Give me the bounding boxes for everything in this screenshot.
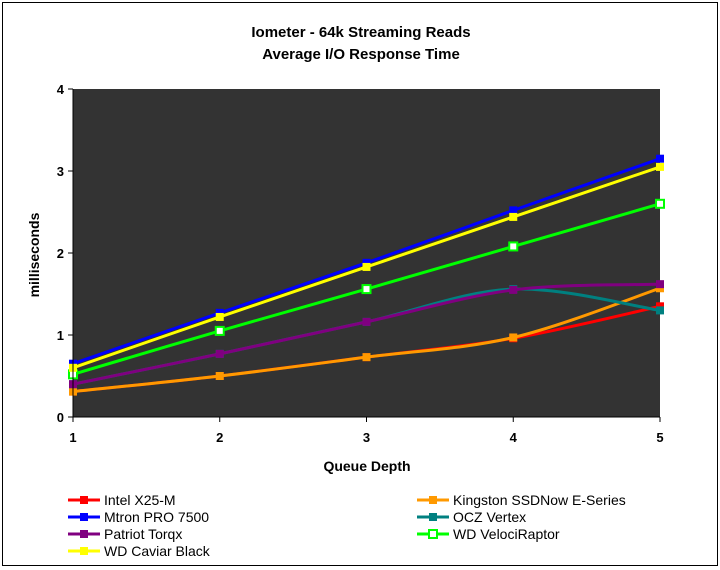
legend-swatch-marker — [80, 513, 88, 521]
legend: Intel X25-M Kingston SSDNow E-Series Mtron… — [68, 492, 626, 559]
series-layer — [68, 154, 665, 396]
data-point — [509, 333, 518, 342]
data-point — [509, 212, 518, 221]
legend-item: Intel X25-M — [68, 492, 176, 508]
legend-item: Patriot Torqx — [68, 526, 182, 542]
data-point — [362, 262, 371, 271]
legend-swatch-marker — [80, 530, 88, 538]
legend-label: Patriot Torqx — [104, 526, 182, 542]
x-tick-label: 5 — [656, 430, 663, 445]
line-chart: Iometer - 64k Streaming Reads Average I/… — [26, 24, 665, 559]
legend-label: Intel X25-M — [104, 492, 176, 508]
data-point — [656, 162, 664, 171]
data-point — [362, 317, 371, 326]
data-point — [215, 349, 224, 358]
data-point — [214, 325, 225, 336]
legend-swatch-marker — [80, 496, 88, 504]
legend-label: OCZ Vertex — [453, 509, 526, 525]
data-point — [656, 280, 664, 289]
legend-item: WD Caviar Black — [68, 543, 211, 559]
plot-area — [73, 89, 660, 417]
legend-swatch-marker — [80, 547, 88, 555]
x-tick-label: 1 — [69, 430, 76, 445]
x-tick-label: 3 — [363, 430, 370, 445]
y-tick-label: 1 — [57, 328, 64, 343]
legend-label: Mtron PRO 7500 — [104, 509, 209, 525]
legend-item: Kingston SSDNow E-Series — [417, 492, 626, 508]
data-point — [508, 241, 519, 252]
legend-swatch-marker — [429, 496, 437, 504]
data-point — [655, 198, 665, 209]
legend-item: OCZ Vertex — [417, 509, 526, 525]
data-point — [215, 372, 224, 380]
data-point — [215, 312, 224, 321]
data-point — [215, 308, 224, 317]
legend-label: Kingston SSDNow E-Series — [453, 492, 626, 508]
x-tick-label: 2 — [216, 430, 223, 445]
data-point — [509, 206, 518, 215]
legend-item: WD VelociRaptor — [417, 526, 560, 542]
data-point — [361, 284, 372, 295]
legend-label: WD VelociRaptor — [453, 526, 560, 542]
y-tick-label: 3 — [57, 164, 64, 179]
data-point — [362, 258, 371, 267]
x-tick-label: 4 — [510, 430, 518, 445]
data-point — [656, 302, 664, 311]
y-tick-label: 0 — [57, 410, 64, 425]
data-point — [656, 154, 664, 163]
legend-label: WD Caviar Black — [104, 543, 211, 559]
legend-swatch-marker — [428, 529, 438, 539]
data-point — [656, 306, 664, 315]
chart-title: Iometer - 64k Streaming Reads — [251, 24, 470, 41]
x-axis-title: Queue Depth — [323, 458, 410, 474]
chart-subtitle: Average I/O Response Time — [262, 46, 460, 63]
legend-swatch-marker — [429, 513, 437, 521]
data-point — [656, 284, 664, 293]
y-tick-label: 4 — [57, 82, 65, 97]
data-point — [509, 285, 518, 294]
y-tick-label: 2 — [57, 246, 64, 261]
legend-item: Mtron PRO 7500 — [68, 509, 209, 525]
data-point — [362, 353, 371, 362]
y-axis-title: milliseconds — [26, 212, 42, 297]
